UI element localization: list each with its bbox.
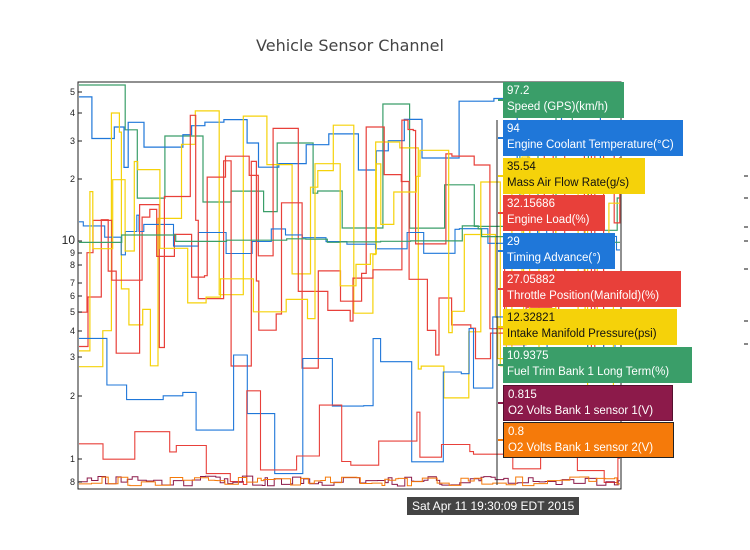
hover-label-name: Throttle Position(Manifold)(%) (507, 290, 660, 302)
x-hover-label: Sat Apr 11 19:30:09 EDT 2015 (407, 497, 580, 515)
edge-mark (744, 268, 748, 270)
y-tick-label: 2 (70, 174, 75, 184)
edge-mark (744, 226, 748, 228)
y-tick-label: 1 (70, 454, 75, 464)
y-tick-label: 6 (70, 291, 75, 301)
y-tick-label: 2 (70, 391, 75, 401)
y-tick-label: 5 (70, 307, 75, 317)
hover-label-connector (498, 402, 503, 404)
hover-label-value: 0.815 (508, 389, 537, 401)
hover-label-value: 0.8 (508, 426, 524, 438)
hover-label: 12.32821 Intake Manifold Pressure(psi) (503, 309, 677, 345)
series-line (79, 225, 620, 243)
hover-label-name: Intake Manifold Pressure(psi) (507, 328, 657, 340)
edge-mark (744, 343, 748, 345)
hover-label-connector (498, 326, 503, 328)
y-tick-label: 9 (70, 248, 75, 258)
hover-label: 10.9375 Fuel Trim Bank 1 Long Term(%) (503, 347, 692, 383)
hover-label-name: O2 Volts Bank 1 sensor 2(V) (508, 442, 654, 454)
hover-label-name: Speed (GPS)(km/h) (507, 101, 608, 113)
hover-label-value: 12.32821 (507, 312, 555, 324)
edge-mark (744, 175, 748, 177)
hover-label-name: Mass Air Flow Rate(g/s) (507, 177, 630, 189)
edge-mark (744, 320, 748, 322)
hover-label-value: 27.05882 (507, 274, 555, 286)
hover-label-connector (498, 250, 503, 252)
hover-label: 27.05882 Throttle Position(Manifold)(%) (503, 271, 681, 307)
hover-label-name: Engine Load(%) (507, 214, 590, 226)
y-tick-label: 7 (70, 278, 75, 288)
chart-title: Vehicle Sensor Channel (256, 36, 444, 55)
y-tick-label: 3 (70, 136, 75, 146)
hover-label-value: 94 (507, 123, 520, 135)
y-tick-label-major: 10 (62, 233, 76, 247)
hover-label-connector (498, 439, 503, 441)
y-tick-label: 3 (70, 352, 75, 362)
hover-label-value: 35.54 (507, 161, 536, 173)
edge-mark (744, 197, 748, 199)
hover-label-name: Timing Advance(°) (507, 252, 601, 264)
hover-label-connector (498, 288, 503, 290)
hover-label: 0.815 O2 Volts Bank 1 sensor 1(V) (503, 385, 673, 421)
hover-label-connector (498, 175, 503, 177)
y-ticks: 8 1 2 3 4 5 6 7 8 910 2 3 4 5 (62, 87, 82, 487)
hover-label-connector (498, 99, 503, 101)
hover-label: 29 Timing Advance(°) (503, 233, 615, 269)
edge-mark (744, 240, 748, 242)
y-tick-label: 5 (70, 87, 75, 97)
hover-label-connector (498, 364, 503, 366)
hover-label-name: Engine Coolant Temperature(°C) (507, 139, 674, 151)
hover-label: 97.2 Speed (GPS)(km/h) (503, 82, 624, 118)
hover-label: 94 Engine Coolant Temperature(°C) (503, 120, 683, 156)
hover-label-name: Fuel Trim Bank 1 Long Term(%) (507, 366, 670, 378)
hover-label-connector (498, 137, 503, 139)
hover-label-value: 32.15686 (507, 198, 555, 210)
hover-label-value: 10.9375 (507, 350, 549, 362)
hover-label-connector (498, 212, 503, 214)
series-line (79, 476, 620, 487)
hover-label: 35.54 Mass Air Flow Rate(g/s) (503, 158, 645, 194)
hover-label-value: 97.2 (507, 85, 530, 97)
hover-label-name: O2 Volts Bank 1 sensor 1(V) (508, 405, 654, 417)
y-tick-label: 4 (70, 326, 75, 336)
y-tick-label: 4 (70, 108, 75, 118)
y-tick-label: 8 (70, 260, 75, 270)
hover-label: 32.15686 Engine Load(%) (503, 195, 605, 231)
hover-label-value: 29 (507, 236, 520, 248)
y-tick-label: 8 (70, 477, 75, 487)
hover-label: 0.8 O2 Volts Bank 1 sensor 2(V) (503, 422, 674, 458)
